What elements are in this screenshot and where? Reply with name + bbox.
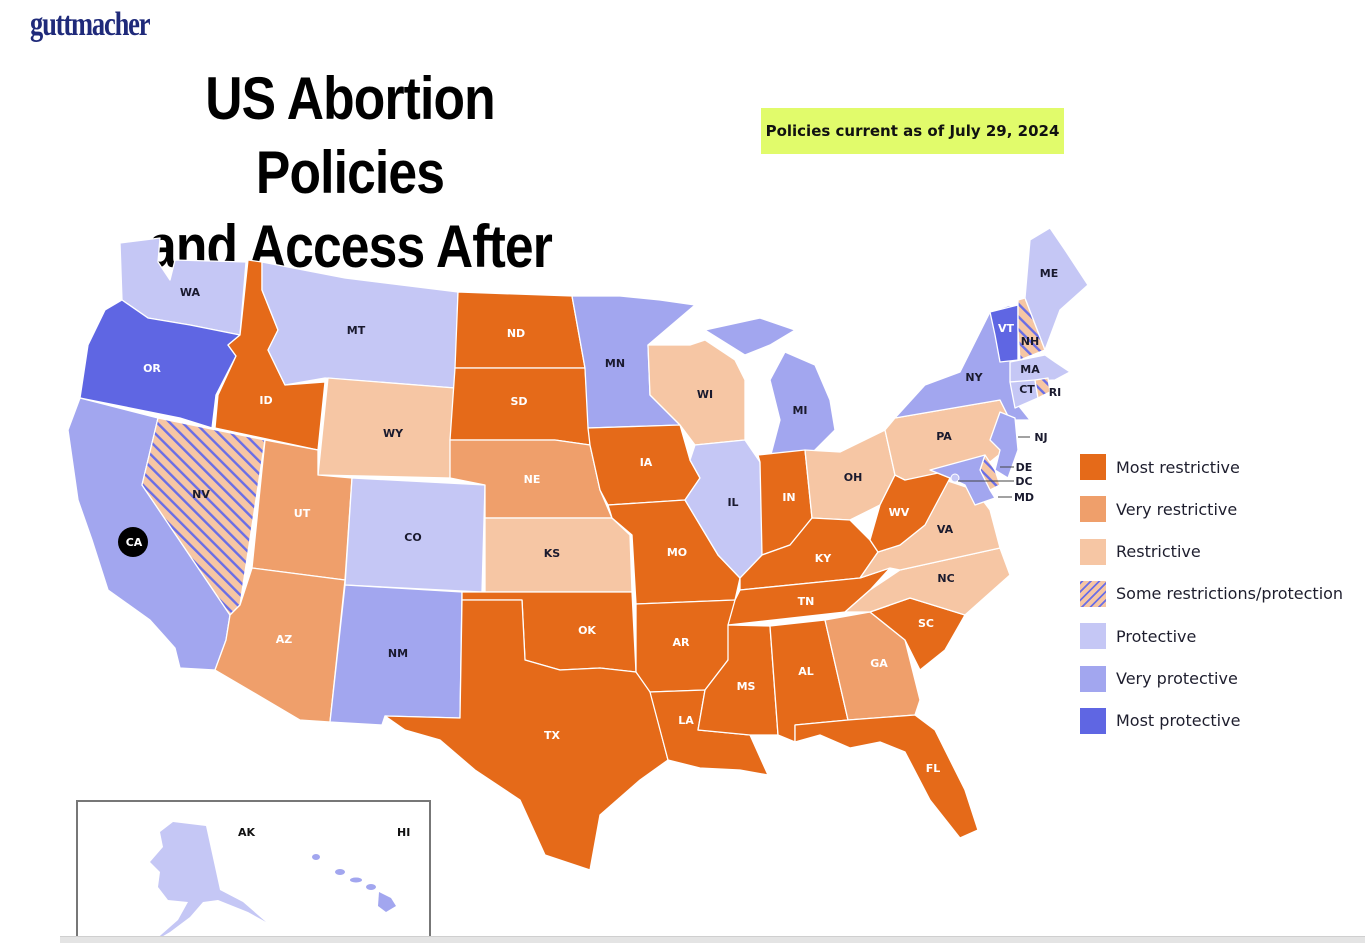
label-ne: NE [524,473,541,486]
legend-item-most-protective: Most protective [1080,700,1343,742]
hawaii-shape[interactable] [276,802,429,936]
label-ma: MA [1020,363,1040,376]
label-hi: HI [397,826,411,839]
swatch-protective [1080,623,1106,650]
legend-label: Protective [1116,626,1197,646]
inset-hawaii: HI [276,800,431,938]
label-tx: TX [544,729,561,742]
legend-label: Most protective [1116,711,1241,731]
label-in: IN [782,491,795,504]
label-nv: NV [192,488,210,501]
legend-item-some: Some restrictions/protections [1080,573,1343,615]
label-ks: KS [544,547,561,560]
state-fl[interactable] [794,714,979,839]
label-ar: AR [673,636,691,649]
guttmacher-logo: guttmacher [30,6,151,43]
legend-label: Some restrictions/protections [1116,584,1343,604]
state-ri[interactable] [1034,377,1051,399]
state-me[interactable] [1024,227,1089,351]
legend-item-most-restrictive: Most restrictive [1080,446,1343,488]
state-mi[interactable] [704,317,836,459]
state-mt[interactable] [261,261,459,389]
label-nd: ND [507,327,525,340]
swatch-most-restrictive [1080,454,1106,481]
alaska-shape[interactable] [78,802,276,942]
state-dc[interactable] [950,473,960,483]
label-ms: MS [737,680,756,693]
label-al: AL [798,665,814,678]
date-badge: Policies current as of July 29, 2024 [761,108,1064,154]
label-ct: CT [1019,383,1035,396]
legend-item-protective: Protective [1080,615,1343,657]
label-id: ID [259,394,272,407]
swatch-very-restrictive [1080,496,1106,523]
label-la: LA [678,714,694,727]
label-il: IL [727,496,738,509]
label-pa: PA [936,430,952,443]
label-nm: NM [388,647,408,660]
state-vt[interactable] [989,304,1019,363]
label-wa: WA [180,286,201,299]
state-tx[interactable] [384,599,669,871]
swatch-some-hatched [1080,581,1106,608]
legend: Most restrictive Very restrictive Restri… [1080,446,1343,742]
label-mt: MT [347,324,366,337]
label-wy: WY [383,427,404,440]
legend-label: Very protective [1116,669,1238,689]
label-sd: SD [510,395,527,408]
label-wi: WI [697,388,713,401]
legend-item-very-protective: Very protective [1080,657,1343,699]
label-vt: VT [998,322,1015,335]
title-line-1: US Abortion Policies [205,65,495,206]
label-ca: CA [126,536,143,549]
label-sc: SC [918,617,934,630]
label-oh: OH [844,471,863,484]
legend-item-restrictive: Restrictive [1080,531,1343,573]
label-tn: TN [798,595,815,608]
ca-highlight-marker[interactable] [118,527,148,557]
label-de: DE [1016,461,1033,474]
horizontal-scrollbar[interactable] [60,936,1365,943]
legend-label: Very restrictive [1116,499,1238,519]
inset-alaska: AK [76,800,277,942]
label-mn: MN [605,357,625,370]
label-nh: NH [1021,335,1039,348]
legend-label: Most restrictive [1116,457,1240,477]
label-dc: DC [1015,475,1032,488]
label-ak: AK [238,826,256,839]
state-or[interactable] [79,299,241,429]
legend-item-very-restrictive: Very restrictive [1080,488,1343,530]
leader-lines [958,436,1030,498]
label-md: MD [1014,491,1034,504]
state-nj[interactable] [989,411,1019,479]
label-va: VA [937,523,954,536]
label-az: AZ [276,633,293,646]
label-or: OR [143,362,161,375]
swatch-restrictive [1080,538,1106,565]
label-ga: GA [870,657,888,670]
label-ia: IA [640,456,653,469]
legend-label: Restrictive [1116,542,1201,562]
label-ri: RI [1049,386,1062,399]
swatch-most-protective [1080,707,1106,734]
label-ok: OK [578,624,596,637]
state-nc[interactable] [844,547,1011,616]
label-me: ME [1040,267,1058,280]
label-ut: UT [294,507,311,520]
state-nh[interactable] [1017,297,1046,361]
label-fl: FL [926,762,941,775]
label-ny: NY [965,371,983,384]
label-mo: MO [667,546,687,559]
label-co: CO [404,531,421,544]
state-ma[interactable] [1009,354,1071,383]
label-ky: KY [815,552,833,565]
label-nc: NC [937,572,954,585]
swatch-very-protective [1080,665,1106,692]
state-il[interactable] [684,439,766,579]
state-ks[interactable] [484,517,633,593]
label-wv: WV [889,506,910,519]
label-mi: MI [792,404,807,417]
label-nj: NJ [1034,431,1047,444]
